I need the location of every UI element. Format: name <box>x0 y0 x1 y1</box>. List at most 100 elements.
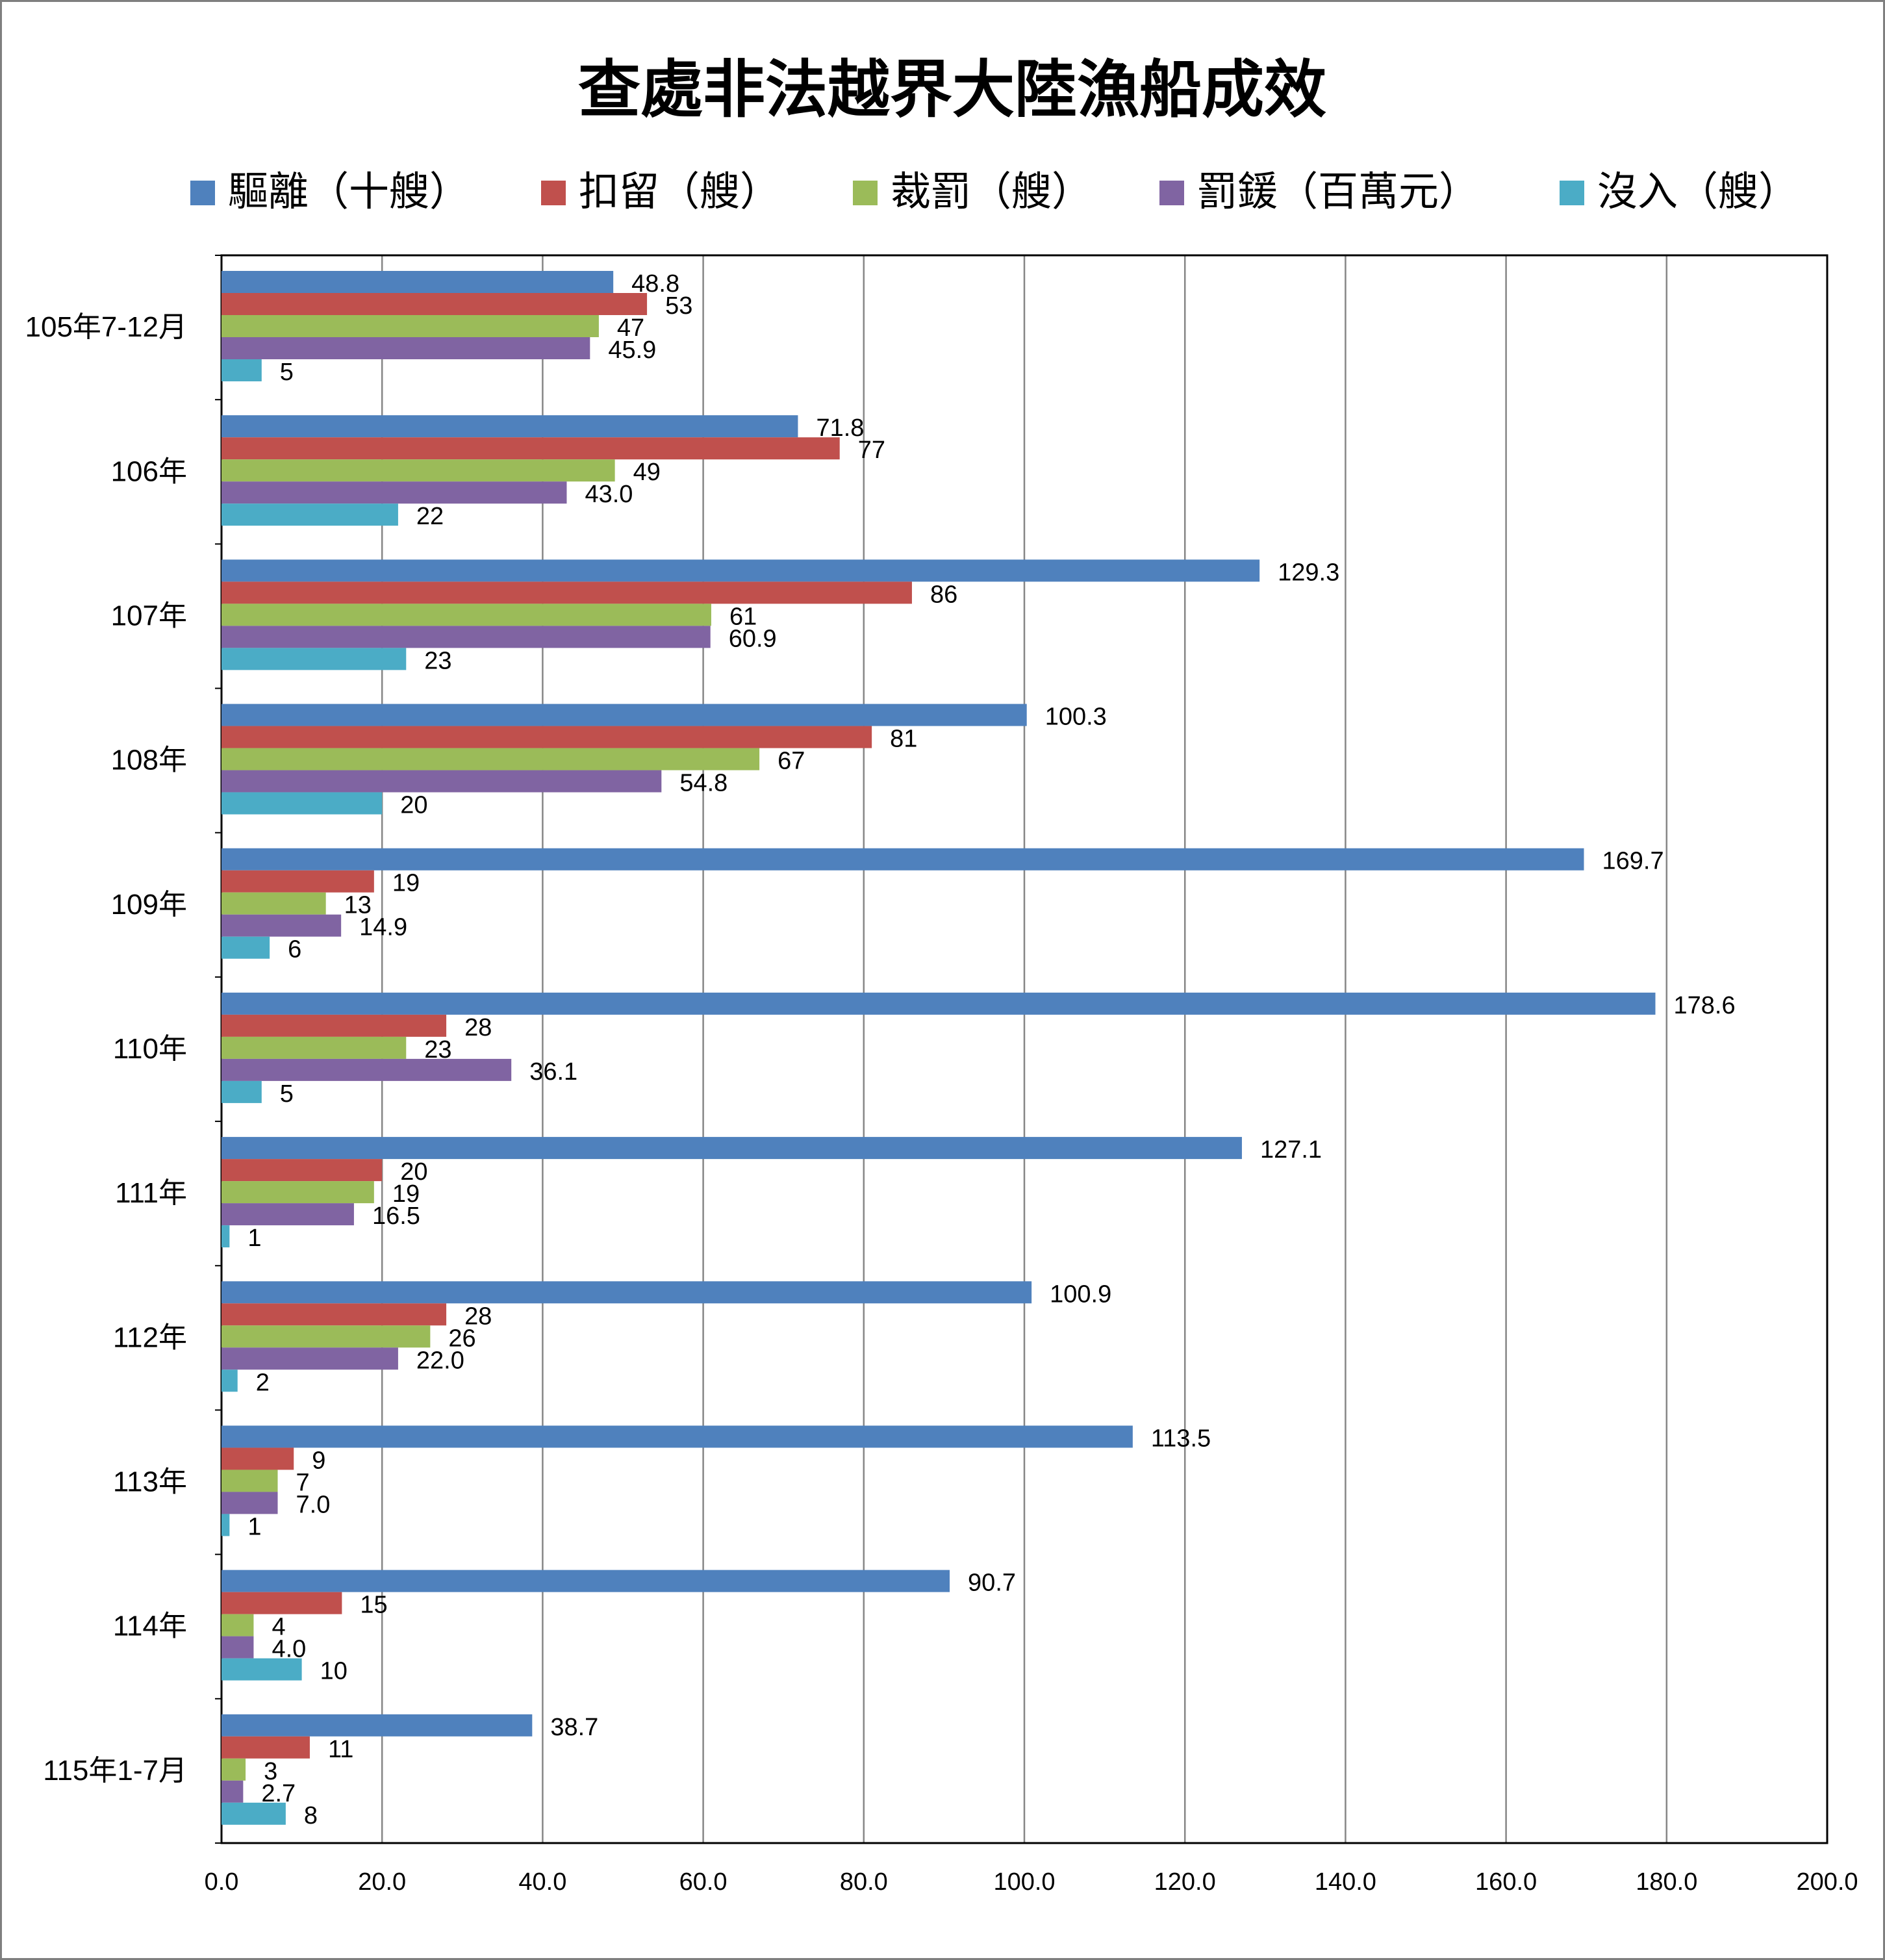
chart-title: 查處非法越界大陸漁船成效 <box>578 53 1326 126</box>
bar <box>221 1492 278 1514</box>
bar <box>221 1514 230 1536</box>
bar <box>221 748 760 770</box>
bar <box>221 437 840 460</box>
bar <box>221 359 262 381</box>
x-tick-label: 160.0 <box>1475 1868 1537 1896</box>
data-label: 36.1 <box>529 1058 577 1086</box>
data-label: 77 <box>858 437 885 464</box>
bar <box>221 1736 310 1759</box>
category-label: 114年 <box>113 1610 187 1642</box>
data-label: 54.8 <box>679 770 727 797</box>
data-label: 6 <box>288 936 301 963</box>
bar <box>221 1303 447 1326</box>
data-label: 129.3 <box>1278 559 1339 586</box>
bar <box>221 1080 262 1103</box>
legend-swatch <box>1159 181 1184 205</box>
category-label: 107年 <box>111 600 187 631</box>
bar <box>221 1203 354 1226</box>
data-label: 53 <box>665 292 692 320</box>
bar <box>221 1758 246 1781</box>
x-tick-label: 140.0 <box>1315 1868 1376 1896</box>
data-label: 4 <box>272 1614 285 1641</box>
data-label: 11 <box>328 1736 353 1763</box>
x-tick-label: 100.0 <box>993 1868 1055 1896</box>
bar <box>221 792 383 815</box>
data-label: 43.0 <box>585 481 633 508</box>
data-label: 19 <box>392 1180 420 1208</box>
plot-area: 0.0 20.0 40.0 60.0 80.0 100.0 120.0 140.0 160.0 1… <box>25 254 1858 1896</box>
bar <box>221 1137 1242 1160</box>
bar <box>221 1447 294 1470</box>
data-label: 90.7 <box>968 1570 1016 1597</box>
data-label: 67 <box>778 748 805 775</box>
bar <box>221 1369 238 1392</box>
data-label: 61 <box>729 603 757 630</box>
data-label: 127.1 <box>1260 1136 1322 1164</box>
x-tick-label: 0.0 <box>205 1868 239 1896</box>
data-label: 45.9 <box>608 337 656 364</box>
x-tick-label: 80.0 <box>840 1868 888 1896</box>
data-label: 14.9 <box>359 914 407 941</box>
category-label: 112年 <box>113 1321 187 1353</box>
bar <box>221 626 711 648</box>
data-label: 178.6 <box>1673 992 1735 1019</box>
bar <box>221 1058 512 1081</box>
data-label: 28 <box>464 1303 492 1330</box>
category-label: 109年 <box>111 889 187 921</box>
bar <box>221 992 1656 1015</box>
bar <box>221 1658 302 1681</box>
data-label: 13 <box>344 892 372 919</box>
data-label: 28 <box>464 1014 492 1041</box>
data-label: 8 <box>304 1802 318 1829</box>
data-label: 15 <box>360 1592 387 1619</box>
x-tick-label: 120.0 <box>1154 1868 1216 1896</box>
data-label: 1 <box>247 1513 261 1540</box>
bar <box>221 770 662 793</box>
bar <box>221 271 614 293</box>
legend: 驅離（十艘） 扣留（艘） 裁罰（艘） 罰鍰（百萬元） 沒入（艘） <box>190 168 1799 215</box>
data-label: 49 <box>633 459 661 486</box>
bar <box>221 459 615 482</box>
data-label: 60.9 <box>729 625 777 652</box>
data-label: 9 <box>312 1447 325 1474</box>
data-label: 5 <box>280 359 294 386</box>
bar <box>221 1714 533 1737</box>
bar <box>221 648 407 670</box>
category-label: 113年 <box>113 1466 187 1498</box>
bar <box>221 892 326 915</box>
legend-swatch <box>541 181 566 205</box>
data-label: 81 <box>890 726 917 753</box>
bar <box>221 1425 1133 1448</box>
data-label: 7.0 <box>296 1491 331 1518</box>
bar <box>221 315 599 337</box>
category-label: 110年 <box>113 1033 187 1065</box>
legend-label: 罰鍰（百萬元） <box>1197 168 1479 215</box>
legend-swatch <box>190 181 215 205</box>
bar <box>221 337 590 359</box>
data-label: 20 <box>400 1158 427 1186</box>
bar <box>221 1570 950 1592</box>
bar <box>221 1470 278 1492</box>
data-label: 3 <box>264 1758 277 1785</box>
category-label: 111年 <box>115 1177 187 1209</box>
data-label: 5 <box>280 1080 294 1108</box>
bar <box>221 293 648 315</box>
bar <box>221 503 398 526</box>
x-tick-label: 180.0 <box>1636 1868 1697 1896</box>
data-label: 47 <box>617 314 644 342</box>
category-label: 105年7-12月 <box>25 311 187 343</box>
bar <box>221 604 711 626</box>
data-label: 16.5 <box>372 1203 420 1230</box>
data-label: 26 <box>448 1325 475 1352</box>
bar <box>221 848 1584 871</box>
x-tick-label: 20.0 <box>358 1868 406 1896</box>
bar <box>221 481 567 504</box>
bar <box>221 1325 431 1348</box>
x-tick-label: 60.0 <box>679 1868 727 1896</box>
bar <box>221 936 270 959</box>
data-label: 169.7 <box>1602 848 1664 875</box>
bar <box>221 1181 374 1204</box>
data-label: 7 <box>296 1469 310 1496</box>
bar <box>221 1036 407 1059</box>
